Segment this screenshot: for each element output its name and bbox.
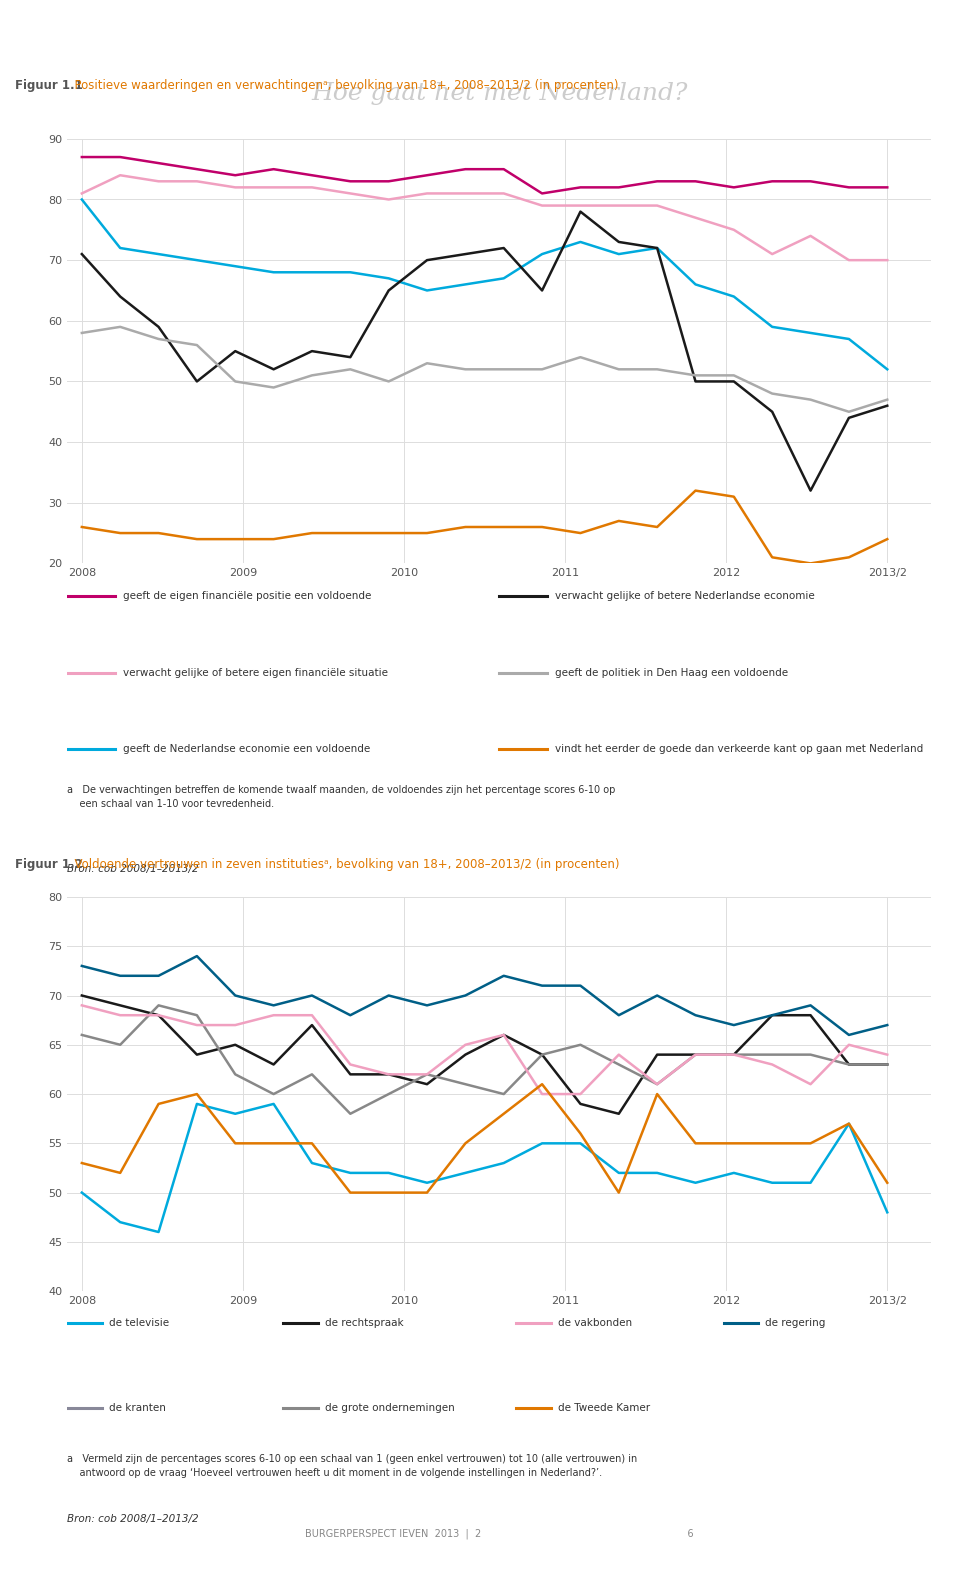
Text: de regering: de regering — [765, 1318, 826, 1328]
Text: de kranten: de kranten — [108, 1403, 165, 1412]
Text: verwacht gelijke of betere eigen financiële situatie: verwacht gelijke of betere eigen financi… — [123, 667, 389, 678]
Text: Figuur 1.1: Figuur 1.1 — [15, 80, 84, 93]
Text: BURGERPERSPECT IEVEN  2013  |  2                                                : BURGERPERSPECT IEVEN 2013 | 2 — [305, 1529, 693, 1539]
Text: de vakbonden: de vakbonden — [558, 1318, 632, 1328]
Text: Hoe gaat het met Nederland?: Hoe gaat het met Nederland? — [311, 81, 687, 105]
Text: Voldoende vertrouwen in zeven institutiesᵃ, bevolking van 18+, 2008–2013/2 (in p: Voldoende vertrouwen in zeven institutie… — [67, 857, 620, 870]
Text: verwacht gelijke of betere Nederlandse economie: verwacht gelijke of betere Nederlandse e… — [555, 591, 815, 602]
Text: a   Vermeld zijn de percentages scores 6-10 op een schaal van 1 (geen enkel vert: a Vermeld zijn de percentages scores 6-1… — [67, 1454, 637, 1478]
Text: de rechtspraak: de rechtspraak — [324, 1318, 403, 1328]
Text: Figuur 1.2: Figuur 1.2 — [15, 857, 84, 870]
Text: Bron: cob 2008/1–2013/2: Bron: cob 2008/1–2013/2 — [67, 1515, 199, 1524]
Text: geeft de Nederlandse economie een voldoende: geeft de Nederlandse economie een voldoe… — [123, 744, 371, 753]
Text: de grote ondernemingen: de grote ondernemingen — [324, 1403, 454, 1412]
Text: geeft de eigen financiële positie een voldoende: geeft de eigen financiële positie een vo… — [123, 591, 372, 602]
Text: geeft de politiek in Den Haag een voldoende: geeft de politiek in Den Haag een voldoe… — [555, 667, 788, 678]
Text: Positieve waarderingen en verwachtingenᵃ, bevolking van 18+, 2008–2013/2 (in pro: Positieve waarderingen en verwachtingenᵃ… — [67, 80, 618, 93]
Text: Bron: cob 2008/1–2013/2: Bron: cob 2008/1–2013/2 — [67, 863, 199, 873]
Text: de televisie: de televisie — [108, 1318, 169, 1328]
Text: de Tweede Kamer: de Tweede Kamer — [558, 1403, 650, 1412]
Text: vindt het eerder de goede dan verkeerde kant op gaan met Nederland: vindt het eerder de goede dan verkeerde … — [555, 744, 924, 753]
Text: a   De verwachtingen betreffen de komende twaalf maanden, de voldoendes zijn het: a De verwachtingen betreffen de komende … — [67, 785, 615, 809]
